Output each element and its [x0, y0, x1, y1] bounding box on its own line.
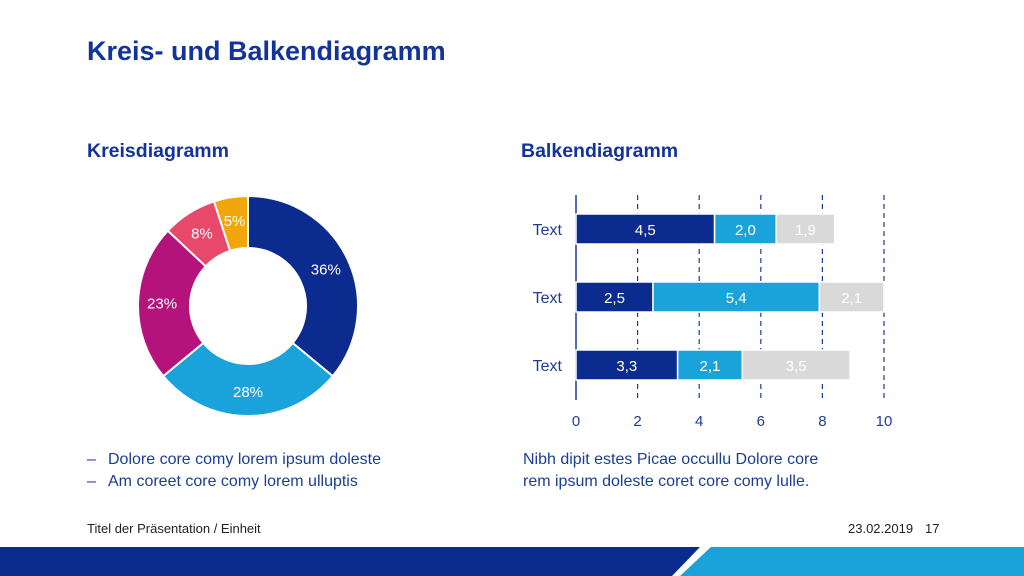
footer-band-light: [680, 547, 1024, 576]
footer-date: 23.02.2019: [848, 521, 914, 536]
bar-value-label: 2,1: [700, 358, 721, 375]
bar-value-label: 2,5: [604, 290, 625, 307]
bar-value-label: 2,1: [841, 290, 862, 307]
x-tick-label: 10: [876, 413, 893, 430]
bar-chart-heading: Balkendiagramm: [521, 140, 679, 162]
pie-slice: [247, 194, 359, 378]
footer-page-number: 17: [925, 521, 940, 536]
pie-slice-label: 8%: [191, 225, 213, 242]
pie-slice: [137, 229, 208, 378]
pie-slice-label: 5%: [224, 213, 246, 230]
bar-segment: [652, 281, 821, 313]
x-tick-label: 6: [757, 413, 765, 430]
bar-value-label: 3,3: [616, 358, 637, 375]
pie-slice-label: 23%: [147, 295, 177, 312]
bar-segment: [775, 213, 836, 245]
bar-value-label: 4,5: [635, 222, 656, 239]
footer-presentation-title: Titel der Präsentation / Einheit: [87, 521, 261, 536]
caption-line: Nibh dipit estes Picae occullu Dolore co…: [523, 451, 819, 468]
bar-segment: [575, 349, 679, 381]
bullet-dash: –: [87, 451, 96, 468]
bullet-text: Am coreet core comy lorem ulluptis: [108, 473, 358, 490]
bar-value-label: 2,0: [735, 222, 756, 239]
bar-segment: [575, 213, 716, 245]
x-tick-label: 8: [818, 413, 826, 430]
pie-chart-heading: Kreisdiagramm: [87, 140, 229, 162]
bullet-item: – Am coreet core comy lorem ulluptis: [87, 471, 381, 493]
bullet-text: Dolore core comy lorem ipsum doleste: [108, 451, 381, 468]
caption-line: rem ipsum doleste coret core comy lulle.: [523, 473, 810, 490]
bar-segment: [713, 213, 777, 245]
category-label: Text: [533, 290, 563, 307]
bar-segment: [575, 281, 654, 313]
slide-title: Kreis- und Balkendiagramm: [87, 36, 446, 66]
bar-value-label: 1,9: [795, 222, 816, 239]
bar-segment: [818, 281, 885, 313]
category-label: Text: [533, 358, 563, 375]
x-tick-label: 4: [695, 413, 703, 430]
bullet-item: – Dolore core comy lorem ipsum doleste: [87, 449, 381, 471]
bar-value-label: 5,4: [726, 290, 747, 307]
bar-chart-caption: Nibh dipit estes Picae occullu Dolore co…: [523, 449, 853, 493]
bullet-list: – Dolore core comy lorem ipsum doleste –…: [87, 449, 381, 493]
bullet-dash: –: [87, 473, 96, 490]
x-tick-label: 2: [633, 413, 641, 430]
pie-slice: [212, 194, 249, 253]
category-label: Text: [533, 222, 563, 239]
pie-slice-label: 36%: [311, 261, 341, 278]
pie-slice-label: 28%: [233, 384, 263, 401]
bar-segment: [741, 349, 851, 381]
pie-slice: [161, 341, 335, 417]
footer-band-dark: [0, 547, 700, 576]
x-tick-label: 0: [572, 413, 580, 430]
bar-value-label: 3,5: [786, 358, 807, 375]
